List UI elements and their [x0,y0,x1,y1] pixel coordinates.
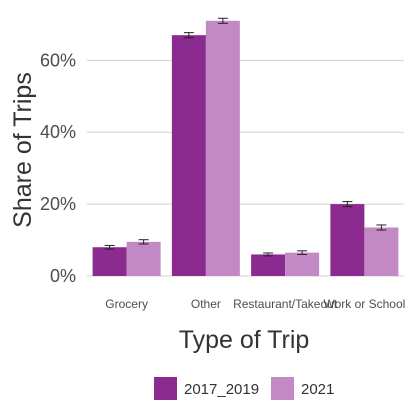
bar-2021-Work or School [364,227,399,276]
bar-2021-Restaurant/Takeout [285,252,320,276]
legend-label-2021: 2021 [301,381,334,398]
legend-label-2017-2019: 2017_2019 [184,381,259,398]
legend: 2017_2019 2021 [154,377,334,400]
x-axis-title: Type of Trip [179,326,310,354]
y-tick-label: 40% [40,122,76,142]
error-bar [104,244,115,250]
error-bar [183,32,194,39]
y-axis-tick-labels: 0% 20% 40% 60% [40,50,76,286]
y-axis-title: Share of Trips [9,72,37,228]
error-bar [217,17,228,24]
bars [92,20,399,276]
legend-swatch-2021 [271,377,294,400]
bar-2021-Grocery [126,241,161,276]
bar-2017_2019-Grocery [92,247,127,276]
error-bar [263,252,274,257]
x-tick-label: Work or School [323,297,405,311]
error-bar [138,239,149,245]
y-tick-label: 60% [40,50,76,70]
error-bar [376,224,387,231]
bar-2017_2019-Work or School [330,204,365,276]
x-tick-label: Grocery [105,297,148,311]
error-bars [104,17,387,257]
bar-2017_2019-Other [171,35,206,276]
y-tick-label: 20% [40,194,76,214]
error-bar [297,250,308,255]
legend-swatch-2017-2019 [154,377,177,400]
bar-2017_2019-Restaurant/Takeout [251,254,286,276]
x-tick-label: Other [191,297,221,311]
bar-2021-Other [205,20,240,276]
error-bar [342,201,353,208]
x-tick-label: Restaurant/Takeout [233,297,338,311]
y-tick-label: 0% [50,266,76,286]
